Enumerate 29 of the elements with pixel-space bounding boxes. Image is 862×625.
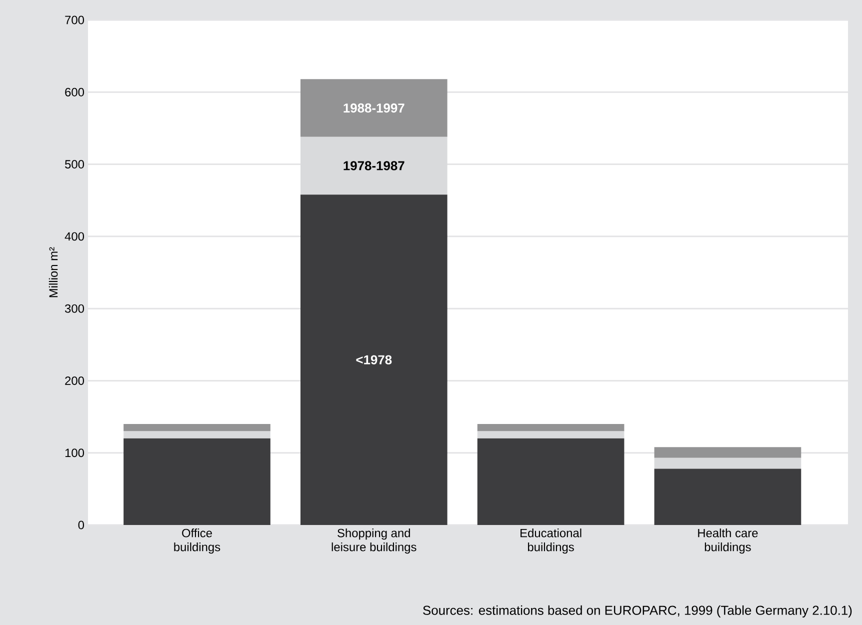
y-axis-title: Million m² <box>48 247 58 298</box>
bar <box>300 79 448 137</box>
bar <box>654 458 802 469</box>
bar <box>124 438 270 525</box>
series-label: 1988-1997 <box>344 103 404 113</box>
bar <box>654 447 802 458</box>
y-tick-label: 400 <box>64 232 84 241</box>
x-tick-label: Health care buildings <box>698 528 758 554</box>
bar <box>300 194 448 525</box>
source-note: Sources: estimations based on EUROPARC, 1999 (Table Germany 2.10.1) <box>423 605 852 618</box>
y-tick-label: 500 <box>65 160 84 169</box>
bar <box>477 438 624 525</box>
bar <box>654 468 802 525</box>
bar <box>477 431 624 438</box>
series-label: <1978 <box>356 355 392 364</box>
y-tick-label: 0 <box>78 520 84 530</box>
bar <box>477 424 624 432</box>
bar <box>300 136 448 195</box>
y-tick-label: 700 <box>65 16 84 24</box>
bar <box>124 424 270 432</box>
y-tick-label: 200 <box>65 376 84 385</box>
x-tick-label: Office buildings <box>174 528 220 554</box>
series-label: 1978-1987 <box>344 161 404 170</box>
bar <box>124 431 270 438</box>
y-tick-label: 300 <box>64 304 84 313</box>
y-tick-label: 600 <box>65 88 84 96</box>
x-tick-label: Shopping and leisure buildings <box>332 528 416 554</box>
y-tick-label: 100 <box>65 448 84 458</box>
x-tick-label: Educational buildings <box>520 528 582 554</box>
